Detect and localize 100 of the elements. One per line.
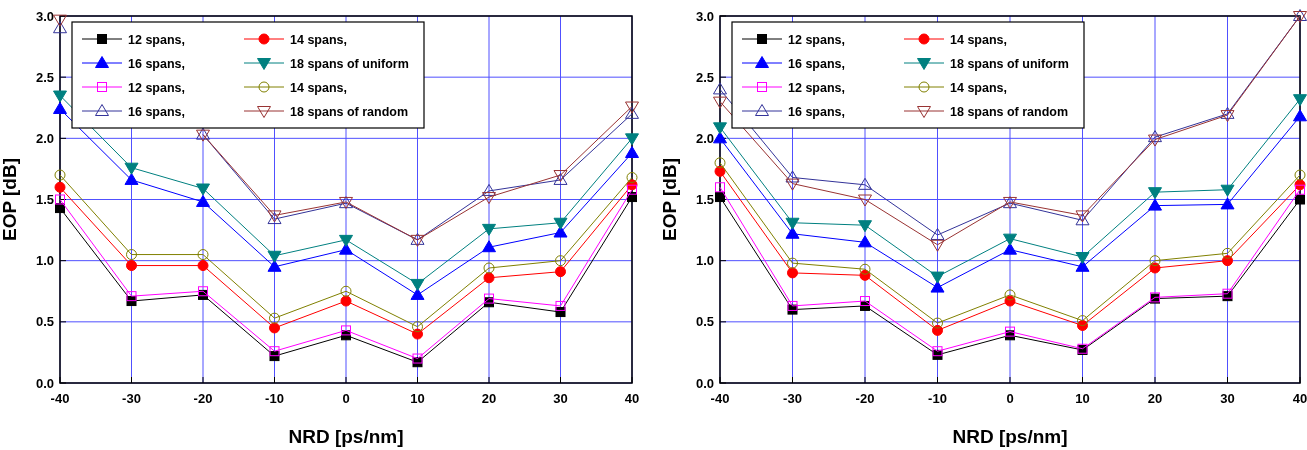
point [625, 146, 639, 159]
legend-label: 18 spans of random [290, 104, 409, 119]
point [340, 285, 352, 297]
point [555, 255, 566, 267]
point [54, 181, 66, 193]
point [482, 240, 496, 253]
point [785, 178, 800, 191]
x-tick-label: -40 [50, 391, 70, 406]
point [482, 192, 496, 205]
x-tick-label: 40 [624, 391, 640, 406]
point [625, 101, 639, 114]
point [412, 353, 423, 364]
legend-label: 18 spans of uniform [950, 56, 1069, 71]
point [787, 257, 798, 269]
point [787, 300, 798, 311]
y-axis-title: EOP [dB] [659, 157, 680, 242]
point [858, 177, 872, 190]
legend-label: 12 spans, [128, 80, 185, 95]
point [858, 220, 872, 233]
point [713, 131, 727, 144]
point [625, 133, 639, 146]
point [785, 217, 800, 230]
point [930, 227, 945, 240]
point [1220, 184, 1235, 197]
point [1005, 326, 1015, 337]
x-tick-label: -10 [265, 391, 284, 406]
y-tick-label: 0.5 [35, 314, 54, 330]
point [785, 170, 800, 183]
x-tick-label: 30 [553, 391, 568, 406]
y-tick-label: 3.0 [695, 8, 714, 24]
x-axis-title: NRD [ps/nm] [952, 426, 1068, 447]
x-tick-label: -10 [928, 391, 947, 406]
point [1293, 94, 1307, 107]
point [482, 223, 496, 236]
point [1003, 233, 1017, 246]
point [713, 122, 727, 135]
point [126, 291, 137, 302]
point [412, 321, 423, 333]
point [1004, 289, 1016, 301]
y-tick-label: 0.0 [35, 375, 54, 391]
point [1295, 184, 1305, 195]
legend-label: 12 spans, [788, 32, 845, 47]
y-axis-title: EOP [dB] [0, 157, 20, 242]
point [484, 293, 494, 304]
point [1220, 106, 1235, 119]
point [126, 249, 137, 261]
point [412, 328, 423, 340]
point [482, 183, 496, 196]
point [1075, 259, 1090, 272]
point [197, 249, 209, 261]
point [930, 271, 945, 284]
x-tick-label: 0 [342, 391, 350, 406]
x-tick-label: 10 [410, 391, 425, 406]
point [1222, 247, 1233, 259]
point [339, 234, 353, 247]
point [713, 82, 727, 95]
point [715, 192, 725, 203]
y-tick-label: 2.0 [35, 130, 54, 146]
point [483, 272, 495, 284]
y-tick-label: 1.5 [695, 192, 714, 207]
point [483, 262, 495, 274]
point [53, 21, 67, 34]
point [1148, 187, 1162, 200]
legend-label: 16 spans, [128, 104, 185, 119]
point [269, 346, 280, 357]
point [930, 280, 945, 293]
point [267, 259, 282, 272]
x-tick-label: 40 [1292, 391, 1307, 406]
point [1294, 169, 1306, 181]
point [339, 242, 353, 255]
point [341, 325, 351, 336]
point [54, 169, 66, 181]
point [196, 194, 210, 207]
point [785, 226, 800, 239]
x-tick-label: -20 [193, 391, 213, 406]
legend-label: 14 spans, [950, 32, 1007, 47]
point [713, 96, 727, 109]
legend-label: 16 spans, [788, 56, 845, 71]
point [860, 296, 870, 307]
point [1220, 197, 1235, 210]
legend-label: 12 spans, [128, 32, 185, 47]
point [55, 194, 65, 205]
point [410, 287, 425, 300]
legend-label: 14 spans, [290, 80, 347, 95]
point [555, 300, 566, 311]
legend-label: 14 spans, [950, 80, 1007, 95]
point [930, 239, 945, 252]
y-tick-label: 1.0 [695, 253, 714, 269]
point [859, 263, 871, 275]
point [1295, 194, 1305, 205]
legend-label: 12 spans, [788, 80, 845, 95]
point [1148, 130, 1162, 143]
x-tick-label: -20 [855, 391, 875, 406]
x-tick-label: -30 [122, 391, 141, 406]
point [555, 266, 566, 278]
point [625, 106, 639, 119]
point [269, 322, 280, 334]
point [1003, 242, 1017, 255]
x-tick-label: 30 [1220, 391, 1235, 406]
point [553, 217, 568, 230]
